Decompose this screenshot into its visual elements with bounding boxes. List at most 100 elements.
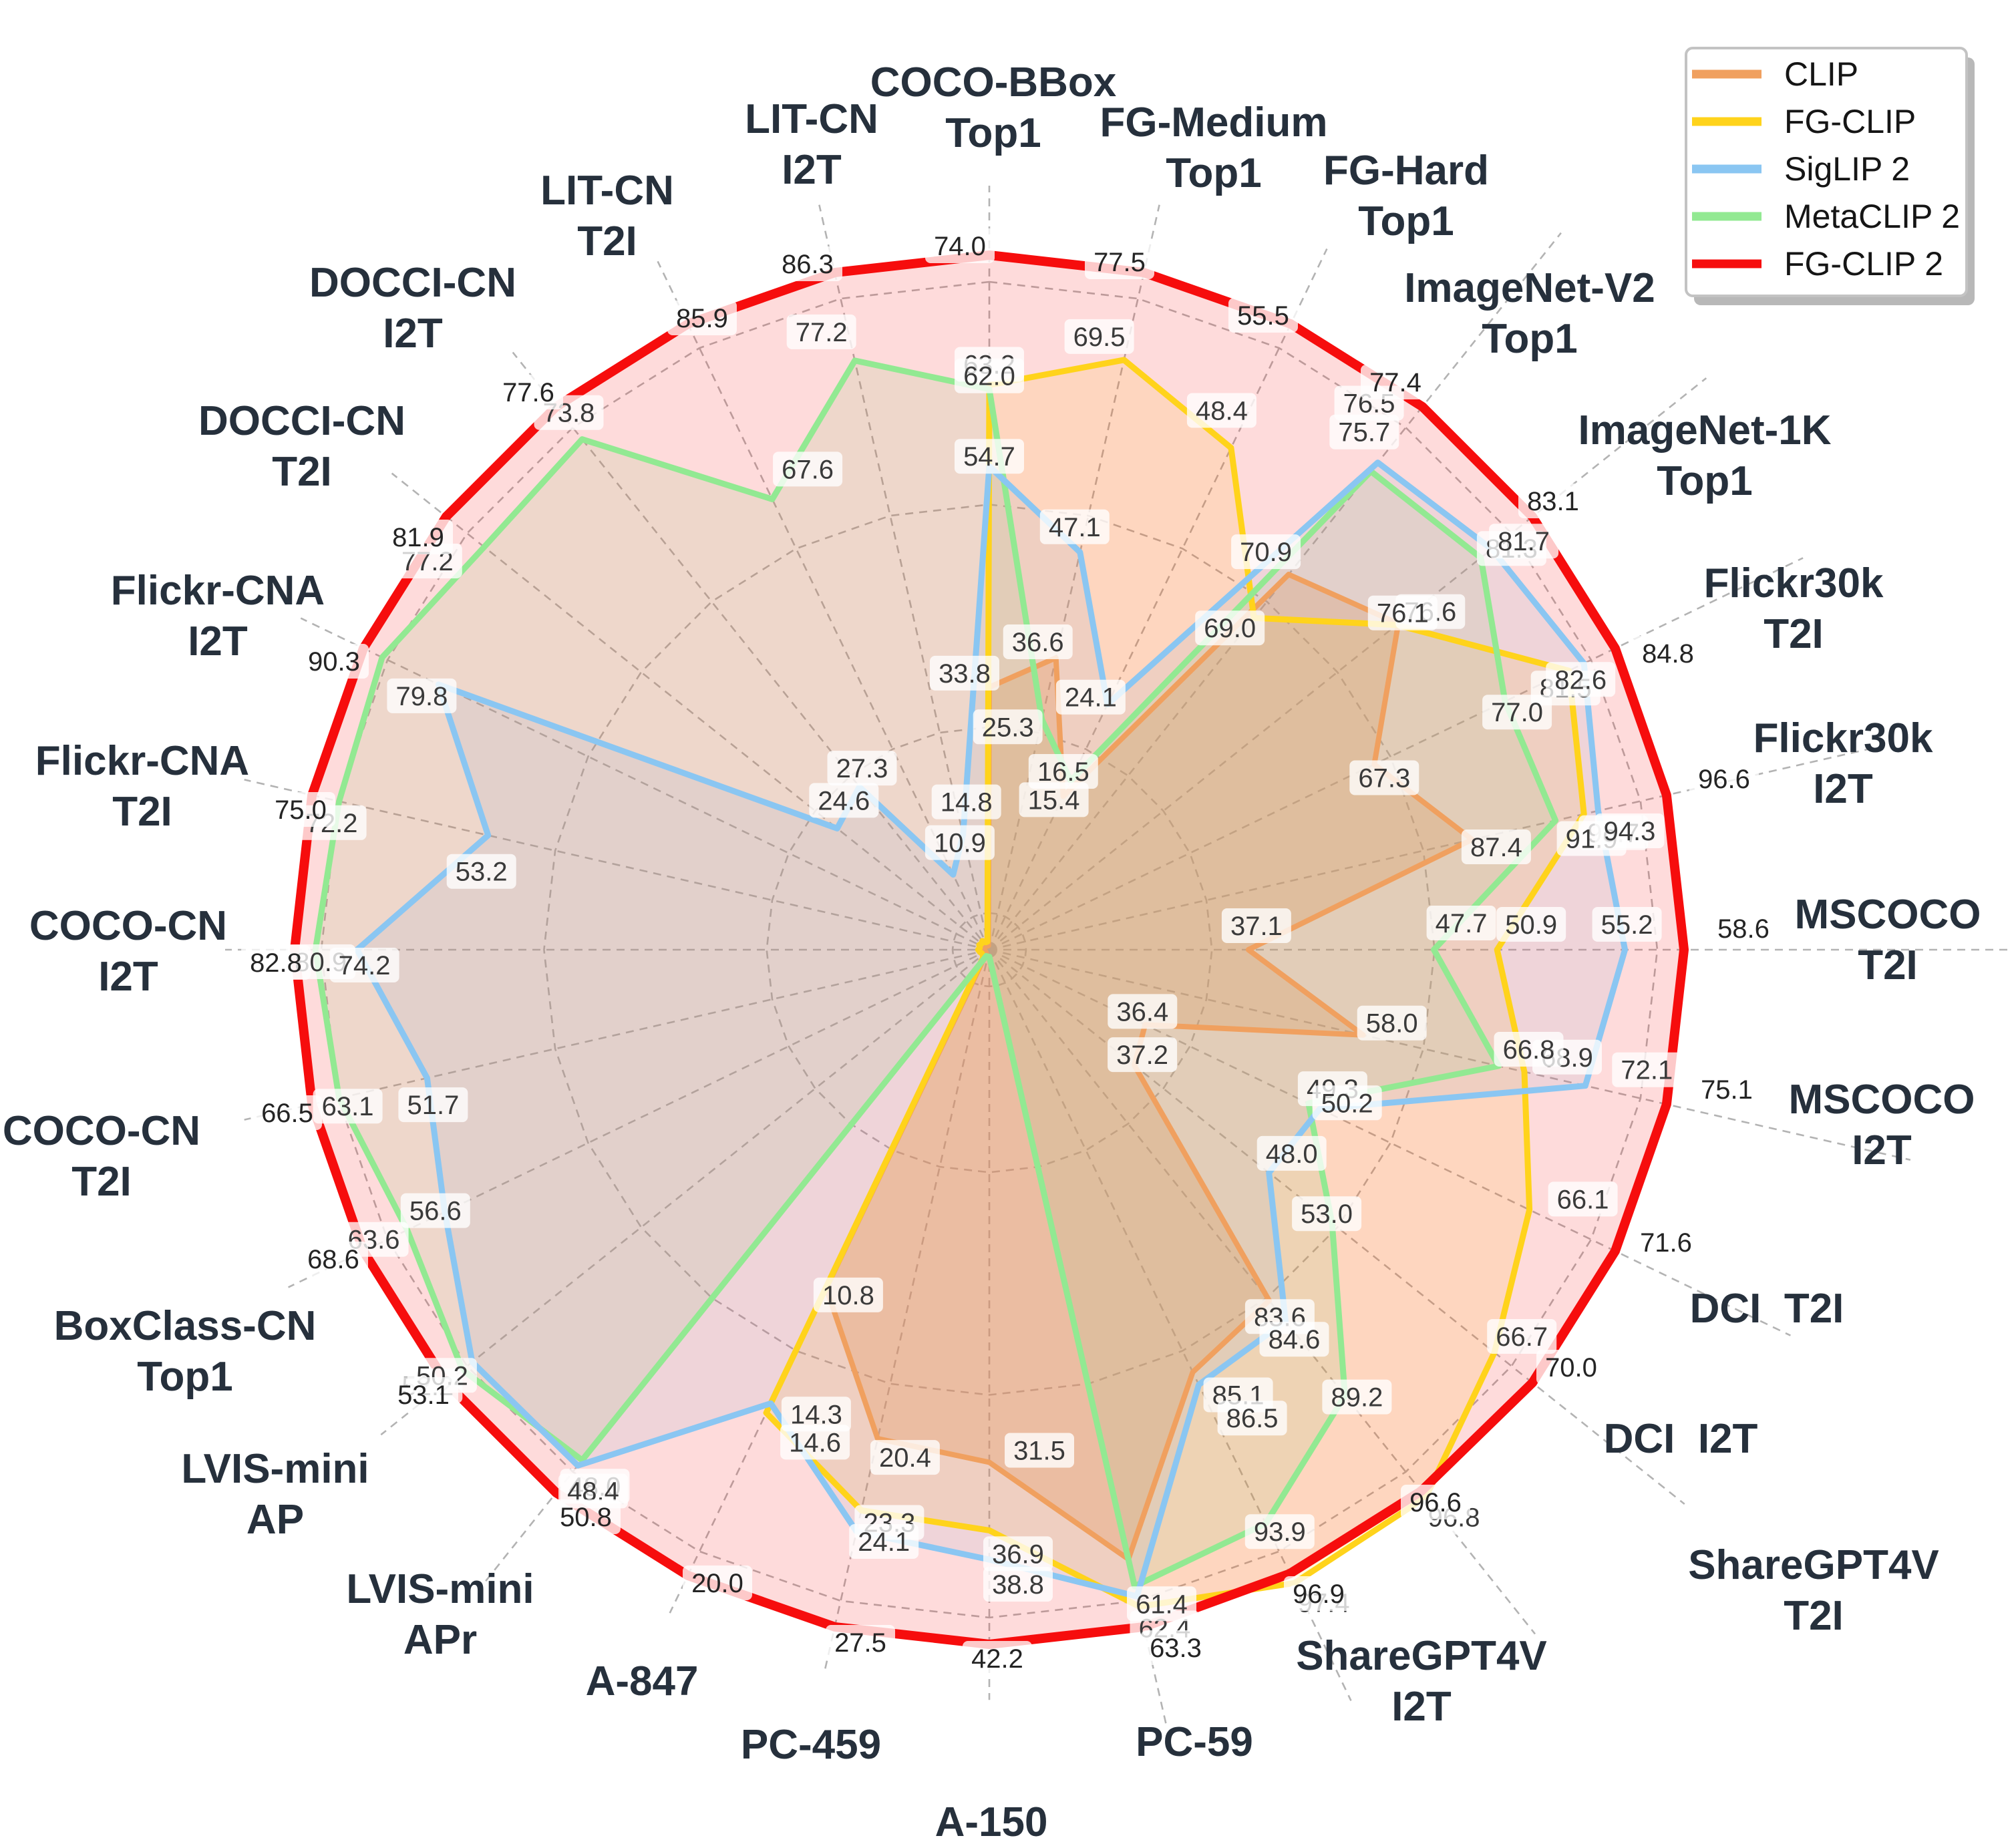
svg-text:I2T: I2T [782, 147, 842, 193]
svg-text:70.0: 70.0 [1545, 1353, 1597, 1383]
svg-text:75.1: 75.1 [1701, 1075, 1753, 1105]
svg-text:I2T: I2T [1813, 766, 1873, 812]
svg-text:PC-459: PC-459 [741, 1722, 881, 1768]
svg-text:10.8: 10.8 [822, 1281, 874, 1310]
svg-text:58.6: 58.6 [1717, 914, 1770, 944]
svg-text:77.0: 77.0 [1491, 698, 1543, 727]
svg-text:I2T: I2T [383, 311, 443, 357]
svg-text:A-150: A-150 [935, 1799, 1048, 1837]
svg-text:ImageNet-V2: ImageNet-V2 [1404, 265, 1655, 311]
svg-text:T2I: T2I [1763, 611, 1824, 657]
svg-text:24.1: 24.1 [858, 1527, 910, 1557]
svg-text:T2I: T2I [112, 789, 172, 835]
svg-text:86.3: 86.3 [782, 250, 834, 279]
svg-text:SigLIP 2: SigLIP 2 [1784, 150, 1910, 188]
svg-text:FG-CLIP 2: FG-CLIP 2 [1784, 245, 1943, 283]
svg-text:DCI I2T: DCI I2T [1604, 1416, 1758, 1462]
svg-text:LVIS-mini: LVIS-mini [346, 1566, 534, 1612]
svg-text:APr: APr [403, 1617, 477, 1663]
svg-text:62.0: 62.0 [963, 362, 1015, 391]
svg-text:74.0: 74.0 [934, 232, 986, 261]
svg-text:37.2: 37.2 [1116, 1041, 1168, 1070]
svg-text:MSCOCO: MSCOCO [1795, 892, 1981, 938]
svg-text:77.2: 77.2 [796, 318, 848, 347]
svg-text:66.8: 66.8 [1503, 1035, 1555, 1065]
svg-text:LIT-CN: LIT-CN [540, 168, 674, 214]
svg-text:27.3: 27.3 [836, 754, 888, 783]
svg-text:T2I: T2I [1784, 1593, 1844, 1639]
svg-text:51.7: 51.7 [407, 1091, 459, 1120]
svg-text:33.8: 33.8 [939, 659, 991, 689]
svg-text:66.7: 66.7 [1496, 1322, 1548, 1352]
svg-text:20.0: 20.0 [691, 1569, 743, 1598]
svg-text:24.6: 24.6 [818, 786, 870, 815]
svg-text:15.4: 15.4 [1028, 785, 1080, 815]
svg-text:Flickr-CNA: Flickr-CNA [35, 738, 249, 784]
svg-text:96.9: 96.9 [1293, 1580, 1345, 1609]
svg-text:ImageNet-1K: ImageNet-1K [1578, 407, 1832, 453]
svg-text:MSCOCO: MSCOCO [1789, 1077, 1975, 1123]
svg-text:50.2: 50.2 [1321, 1089, 1373, 1118]
svg-text:58.0: 58.0 [1366, 1009, 1418, 1039]
svg-text:DOCCI-CN: DOCCI-CN [198, 398, 405, 444]
svg-text:I2T: I2T [98, 954, 158, 1000]
svg-text:55.2: 55.2 [1601, 910, 1653, 940]
svg-text:79.8: 79.8 [395, 682, 448, 711]
svg-text:72.1: 72.1 [1621, 1056, 1673, 1085]
svg-text:86.5: 86.5 [1226, 1404, 1279, 1433]
svg-text:T2I: T2I [272, 449, 332, 495]
svg-text:T2I: T2I [71, 1159, 132, 1205]
svg-text:53.1: 53.1 [397, 1381, 450, 1410]
svg-text:70.9: 70.9 [1240, 538, 1292, 567]
svg-text:96.6: 96.6 [1409, 1488, 1462, 1517]
svg-text:AP: AP [246, 1497, 304, 1543]
svg-text:55.5: 55.5 [1237, 301, 1289, 331]
svg-text:84.8: 84.8 [1642, 639, 1694, 669]
svg-text:67.3: 67.3 [1358, 764, 1410, 793]
svg-text:FG-CLIP: FG-CLIP [1784, 103, 1916, 140]
svg-text:Flickr-CNA: Flickr-CNA [111, 568, 325, 614]
svg-text:MetaCLIP 2: MetaCLIP 2 [1784, 198, 1960, 235]
svg-text:Top1: Top1 [945, 110, 1041, 156]
svg-text:54.7: 54.7 [963, 442, 1015, 472]
svg-text:Top1: Top1 [1482, 316, 1578, 362]
svg-text:DOCCI-CN: DOCCI-CN [309, 260, 516, 306]
svg-text:85.9: 85.9 [676, 304, 728, 333]
svg-text:81.9: 81.9 [392, 523, 444, 552]
svg-text:FG-Hard: FG-Hard [1323, 148, 1489, 194]
svg-text:77.5: 77.5 [1094, 248, 1146, 277]
svg-text:36.6: 36.6 [1012, 628, 1064, 657]
svg-text:82.6: 82.6 [1554, 665, 1607, 695]
svg-text:47.7: 47.7 [1436, 909, 1488, 938]
svg-text:CLIP: CLIP [1784, 55, 1858, 93]
svg-text:50.8: 50.8 [560, 1503, 612, 1532]
svg-text:14.3: 14.3 [790, 1400, 842, 1429]
svg-text:31.5: 31.5 [1013, 1437, 1065, 1466]
svg-text:93.9: 93.9 [1254, 1517, 1306, 1547]
svg-text:PC-59: PC-59 [1136, 1719, 1253, 1765]
svg-text:76.1: 76.1 [1377, 599, 1429, 628]
svg-text:I2T: I2T [1391, 1684, 1452, 1730]
svg-text:83.1: 83.1 [1527, 487, 1579, 516]
svg-text:LVIS-mini: LVIS-mini [181, 1446, 369, 1492]
svg-text:Flickr30k: Flickr30k [1704, 560, 1884, 606]
svg-text:42.2: 42.2 [971, 1644, 1023, 1674]
svg-text:56.6: 56.6 [409, 1197, 462, 1226]
svg-text:Top1: Top1 [1166, 150, 1262, 196]
svg-text:38.8: 38.8 [992, 1570, 1044, 1600]
svg-text:48.4: 48.4 [1196, 397, 1248, 426]
svg-text:96.6: 96.6 [1698, 765, 1750, 794]
svg-text:20.4: 20.4 [879, 1443, 931, 1473]
svg-text:COCO-CN: COCO-CN [29, 903, 227, 949]
svg-text:Top1: Top1 [1657, 458, 1753, 504]
svg-text:LIT-CN: LIT-CN [745, 96, 878, 142]
svg-text:16.5: 16.5 [1037, 757, 1089, 787]
svg-text:94.3: 94.3 [1604, 817, 1656, 846]
svg-text:69.5: 69.5 [1073, 323, 1126, 352]
svg-text:14.6: 14.6 [789, 1428, 841, 1457]
svg-text:61.4: 61.4 [1136, 1590, 1188, 1619]
svg-text:A-847: A-847 [586, 1658, 699, 1704]
svg-text:COCO-CN: COCO-CN [3, 1108, 200, 1154]
svg-text:ShareGPT4V: ShareGPT4V [1296, 1633, 1547, 1679]
svg-text:25.3: 25.3 [982, 713, 1034, 742]
